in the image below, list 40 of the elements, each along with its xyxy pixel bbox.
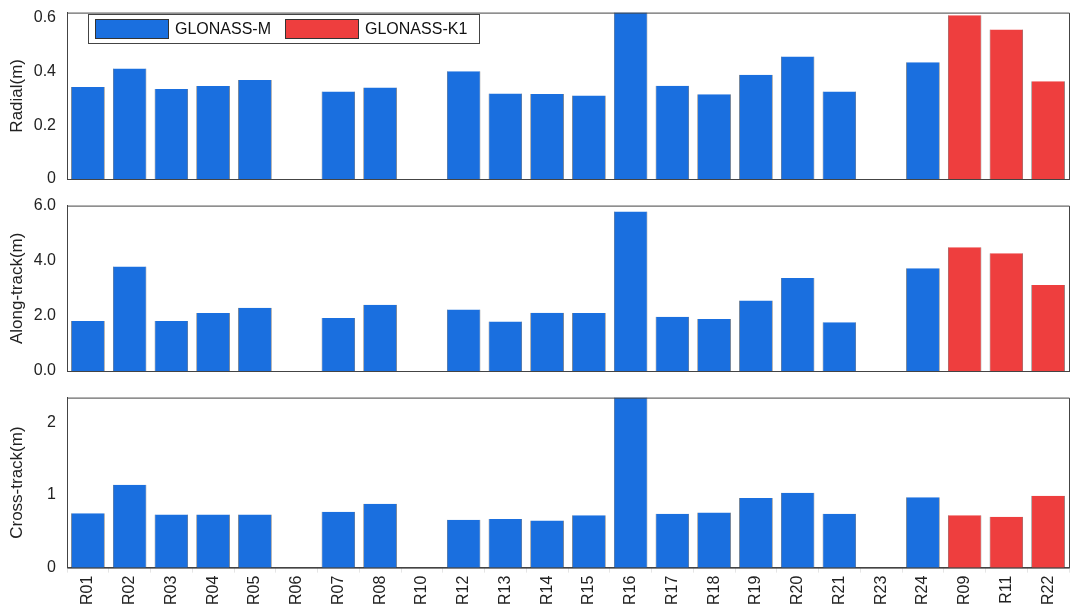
x-tick-label: R18 xyxy=(704,575,722,606)
y-tick-label: 4.0 xyxy=(33,251,57,269)
y-tick-label: 0 xyxy=(47,169,57,187)
y-tick-label: 0.4 xyxy=(33,61,57,79)
x-tick-label: R19 xyxy=(746,575,764,606)
y-axis-title: Radial(m) xyxy=(6,58,26,133)
y-tick-label: 6.0 xyxy=(33,196,57,214)
x-tick-label: R12 xyxy=(454,575,472,606)
y-tick-label: 1 xyxy=(47,485,57,503)
x-tick-label: R20 xyxy=(788,575,806,606)
x-tick-label: R03 xyxy=(161,575,179,606)
x-tick-label: R08 xyxy=(370,575,388,606)
x-tick-label: R10 xyxy=(412,575,430,606)
y-tick-label: 0.2 xyxy=(33,115,57,133)
x-tick-label: R02 xyxy=(120,575,138,606)
x-tick-label: R17 xyxy=(662,575,680,606)
x-tick-label: R13 xyxy=(495,575,513,606)
y-tick-label: 0.0 xyxy=(33,361,57,379)
x-tick-label: R14 xyxy=(537,575,555,606)
x-tick-label: R24 xyxy=(913,575,931,606)
y-tick-label: 0.6 xyxy=(33,7,57,25)
y-tick-label: 2 xyxy=(47,412,57,430)
y-tick-label: 2.0 xyxy=(33,306,57,324)
x-tick-label: R06 xyxy=(287,575,305,606)
x-tick-label: R05 xyxy=(245,575,263,606)
y-tick-label: 0 xyxy=(47,558,57,576)
x-tick-label: R07 xyxy=(328,575,346,606)
x-tick-label: R15 xyxy=(579,575,597,606)
x-tick-label: R04 xyxy=(203,575,221,606)
x-tick-label: R21 xyxy=(829,575,847,606)
legend-label: GLONASS-M xyxy=(175,20,272,38)
x-tick-label: R16 xyxy=(621,575,639,606)
x-tick-label: R09 xyxy=(955,575,973,606)
y-axis-title: Cross-track(m) xyxy=(6,426,26,539)
x-tick-label: R11 xyxy=(996,575,1014,604)
y-axis-title: Along-track(m) xyxy=(6,232,26,345)
x-tick-label: R22 xyxy=(1038,575,1056,606)
x-tick-label: R01 xyxy=(78,575,96,606)
legend-label: GLONASS-K1 xyxy=(365,20,468,38)
x-tick-label: R23 xyxy=(871,575,889,606)
